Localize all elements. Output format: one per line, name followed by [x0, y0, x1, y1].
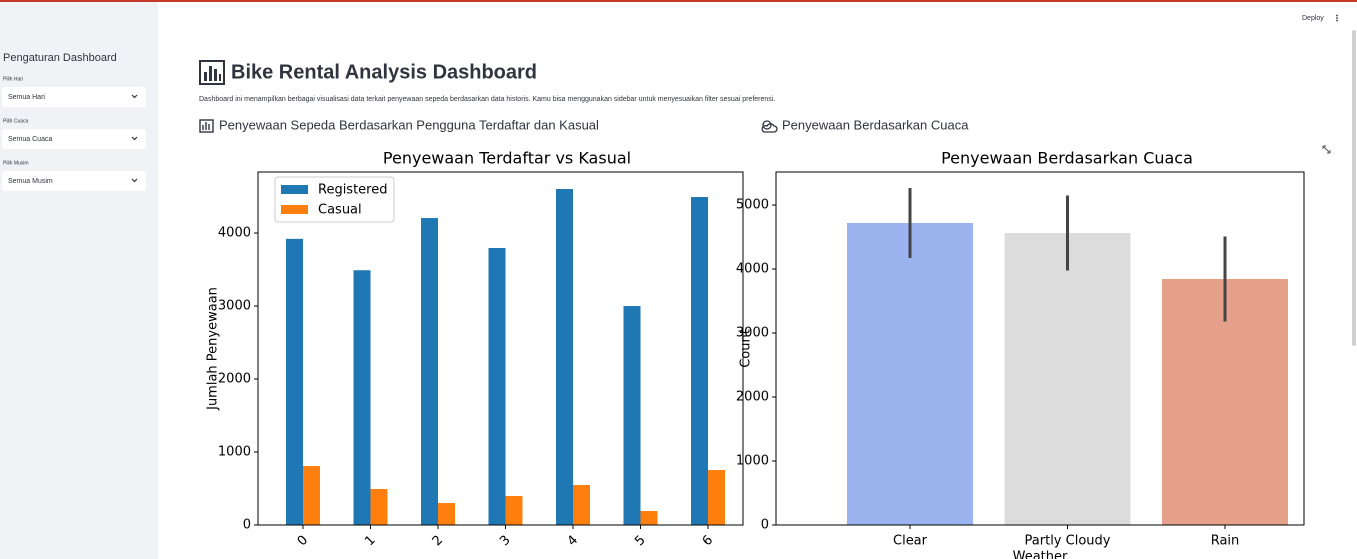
chevron [131, 136, 138, 141]
bar [438, 503, 455, 525]
filter-label: Pilih Musim [3, 160, 29, 166]
section-icon [199, 119, 214, 133]
y-tick-label: 3000 [218, 299, 251, 314]
plot-frame [257, 171, 744, 526]
title-icon [199, 60, 225, 85]
legend-swatch [281, 205, 308, 214]
section-header: Penyewaan Berdasarkan Cuaca [782, 117, 969, 132]
select-value: Semua Cuaca [8, 136, 52, 143]
x-tick-label: 1 [362, 533, 378, 549]
select-box[interactable] [2, 87, 146, 107]
plot-frame [775, 171, 1305, 526]
bar [303, 466, 320, 525]
x-tick-label: 5 [632, 533, 648, 549]
expand-icon[interactable] [1322, 145, 1331, 154]
y-tick-label: 2000 [736, 390, 769, 405]
x-tick-label: 6 [700, 533, 716, 549]
filter-label: Pilih Cuaca [3, 118, 29, 124]
chevron [131, 178, 138, 183]
menu-icon[interactable] [1336, 14, 1338, 22]
chevron [131, 94, 138, 99]
x-tick-label: 4 [565, 533, 581, 549]
chart-title: Penyewaan Terdaftar vs Kasual [383, 149, 631, 168]
y-tick-label: 0 [243, 518, 251, 533]
legend-label: Registered [318, 183, 388, 198]
weather-icon [761, 120, 778, 133]
sidebar [0, 2, 158, 559]
y-axis-label: Count [739, 329, 754, 368]
description: Dashboard ini menampilkan berbagai visua… [199, 96, 775, 103]
bar [421, 218, 438, 526]
x-tick-label: 0 [295, 533, 311, 549]
bar [488, 247, 506, 525]
section-header: Penyewaan Sepeda Berdasarkan Pengguna Te… [219, 117, 599, 132]
chart-title: Penyewaan Berdasarkan Cuaca [941, 149, 1193, 168]
bar [691, 197, 708, 525]
x-tick-label: Rain [1211, 534, 1240, 549]
scrollbar[interactable] [1352, 30, 1356, 346]
select-value: Semua Hari [8, 94, 45, 101]
y-tick-label: 1000 [736, 454, 769, 469]
y-tick-label: 5000 [736, 198, 769, 213]
select-box[interactable] [2, 171, 146, 191]
y-axis-label: Jumlah Penyewaan [206, 287, 221, 411]
legend-label: Casual [318, 203, 362, 218]
legend-swatch [281, 185, 308, 194]
bar [286, 238, 303, 525]
bar [505, 496, 523, 525]
bar [573, 484, 590, 525]
bar [708, 470, 725, 525]
bar [1004, 232, 1131, 525]
filter-label: Pilih Hari [3, 76, 23, 82]
select-box[interactable] [2, 129, 146, 149]
deploy-button[interactable]: Deploy [1302, 15, 1324, 22]
x-tick-label: Partly Cloudy [1025, 534, 1111, 549]
bar [640, 510, 658, 525]
y-tick-label: 4000 [736, 262, 769, 277]
x-tick-label: 3 [497, 533, 513, 549]
bar [623, 306, 641, 525]
top-bar [0, 0, 1357, 2]
select-value: Semua Musim [8, 178, 53, 185]
x-tick-label: 2 [430, 533, 446, 549]
bar [847, 223, 973, 526]
bar [353, 270, 371, 525]
page-title: Bike Rental Analysis Dashboard [231, 61, 537, 83]
x-tick-label: Clear [893, 534, 928, 549]
y-tick-label: 4000 [218, 226, 251, 241]
y-tick-label: 3000 [736, 326, 769, 341]
x-axis-label: Weather [1013, 550, 1068, 559]
bar [556, 189, 573, 526]
sidebar-title: Pengaturan Dashboard [3, 52, 117, 64]
y-tick-label: 0 [761, 518, 769, 533]
y-tick-label: 1000 [218, 445, 251, 460]
bar [370, 489, 388, 525]
y-tick-label: 2000 [218, 372, 251, 387]
